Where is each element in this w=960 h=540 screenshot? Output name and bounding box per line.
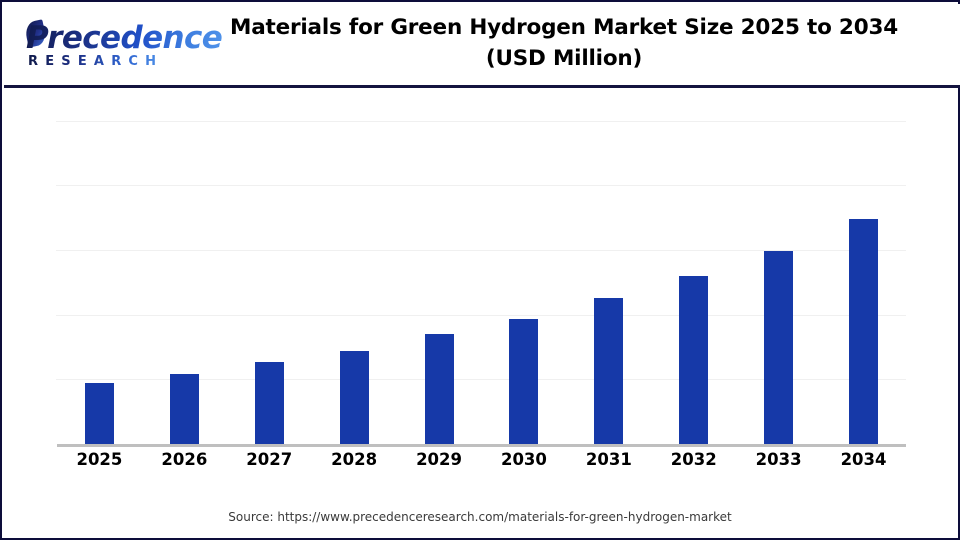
title-line-1: Materials for Green Hydrogen Market Size… bbox=[230, 15, 898, 40]
gridline bbox=[56, 249, 906, 251]
bar-2032 bbox=[679, 275, 709, 444]
bar-2033 bbox=[764, 250, 794, 444]
precedence-research-logo: Precedence RESEARCH bbox=[18, 18, 223, 76]
x-axis-line bbox=[57, 444, 906, 447]
bar-2030 bbox=[509, 319, 539, 444]
bar-2027 bbox=[254, 362, 284, 444]
bar-2031 bbox=[594, 297, 624, 444]
logo-subtitle-text: RESEARCH bbox=[28, 54, 164, 69]
x-label-2026: 2026 bbox=[161, 450, 208, 469]
title-line-2: (USD Million) bbox=[485, 46, 643, 71]
bar-2025 bbox=[84, 383, 114, 444]
x-label-2025: 2025 bbox=[76, 450, 123, 469]
x-axis-labels: 2025 2026 2027 2028 2029 2030 2031 2032 2033 2034 bbox=[2, 450, 958, 490]
x-label-2032: 2032 bbox=[670, 450, 717, 469]
gridline bbox=[56, 314, 906, 316]
page-title: Materials for Green Hydrogen Market Size… bbox=[194, 12, 934, 74]
source-caption: Source: https://www.precedenceresearch.c… bbox=[228, 510, 732, 524]
gridline bbox=[56, 185, 906, 187]
gridline bbox=[56, 120, 906, 122]
chart-plot-area: 2025 2026 2027 2028 2029 2030 2031 2032 2033 2034 bbox=[2, 88, 958, 498]
bar-2029 bbox=[424, 334, 454, 444]
chart-header: Precedence RESEARCH Materials for Green … bbox=[4, 4, 960, 88]
x-label-2027: 2027 bbox=[246, 450, 293, 469]
bar-series bbox=[2, 88, 958, 498]
bar-2026 bbox=[169, 374, 199, 444]
x-label-2033: 2033 bbox=[755, 450, 802, 469]
logo-brand-text: Precedence bbox=[26, 20, 223, 56]
bar-2034 bbox=[849, 219, 879, 444]
gridline bbox=[56, 379, 906, 381]
x-label-2030: 2030 bbox=[500, 450, 547, 469]
x-label-2031: 2031 bbox=[585, 450, 632, 469]
x-label-2034: 2034 bbox=[840, 450, 887, 469]
x-label-2028: 2028 bbox=[331, 450, 378, 469]
bar-2028 bbox=[339, 350, 369, 444]
chart-gridlines bbox=[2, 88, 958, 498]
x-label-2029: 2029 bbox=[416, 450, 463, 469]
